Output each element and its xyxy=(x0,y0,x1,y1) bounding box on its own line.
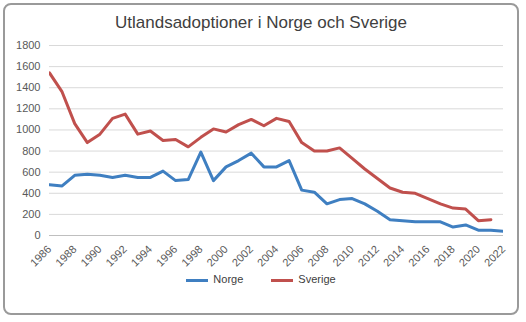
svg-text:2014: 2014 xyxy=(381,243,407,269)
svg-text:2000: 2000 xyxy=(204,243,230,269)
svg-text:2004: 2004 xyxy=(255,243,281,269)
svg-text:1998: 1998 xyxy=(179,243,205,269)
svg-text:2010: 2010 xyxy=(330,243,356,269)
svg-text:1800: 1800 xyxy=(16,39,40,51)
svg-text:2022: 2022 xyxy=(482,243,508,269)
svg-text:1000: 1000 xyxy=(16,123,40,135)
svg-text:2012: 2012 xyxy=(355,243,381,269)
html-text:Utlandsadoptioner i Norge och: Utlandsadoptioner i Norge och Sverige xyxy=(115,13,407,32)
svg-text:1992: 1992 xyxy=(103,243,129,269)
svg-text:2002: 2002 xyxy=(229,243,255,269)
svg-text:2016: 2016 xyxy=(406,243,432,269)
svg-text:1990: 1990 xyxy=(78,243,104,269)
svg-text:2018: 2018 xyxy=(431,243,457,269)
html-text:Norge: Norge xyxy=(213,273,244,285)
svg-text:800: 800 xyxy=(22,145,40,157)
svg-text:200: 200 xyxy=(22,208,40,220)
svg-text:1200: 1200 xyxy=(16,102,40,114)
svg-text:1996: 1996 xyxy=(154,243,180,269)
svg-text:1400: 1400 xyxy=(16,81,40,93)
svg-text:0: 0 xyxy=(34,229,40,241)
svg-text:1600: 1600 xyxy=(16,60,40,72)
svg-text:1986: 1986 xyxy=(28,243,54,269)
svg-text:600: 600 xyxy=(22,166,40,178)
svg-text:400: 400 xyxy=(22,187,40,199)
svg-text:2008: 2008 xyxy=(305,243,331,269)
svg-text:1994: 1994 xyxy=(128,243,154,269)
svg-text:1988: 1988 xyxy=(53,243,79,269)
html-text:Sverige: Sverige xyxy=(298,273,336,285)
svg-text:2020: 2020 xyxy=(456,243,482,269)
svg-text:2006: 2006 xyxy=(280,243,306,269)
